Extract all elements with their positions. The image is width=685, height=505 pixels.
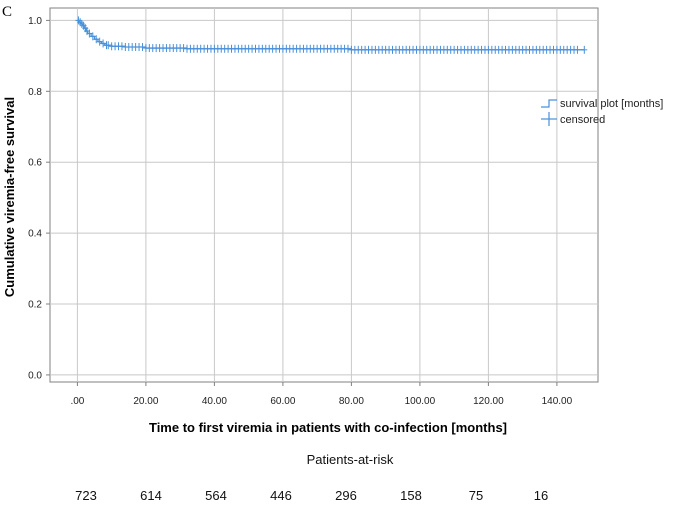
censor-mark <box>139 42 146 51</box>
censor-mark <box>180 44 187 53</box>
censor-mark <box>118 42 125 51</box>
censor-mark <box>86 29 93 38</box>
risk-value: 16 <box>534 488 548 503</box>
censor-mark <box>105 41 112 50</box>
x-tick-label: 40.00 <box>202 396 227 407</box>
censor-mark <box>100 39 107 48</box>
risk-value: 723 <box>75 488 97 503</box>
x-tick-label: 60.00 <box>270 396 295 407</box>
x-axis: .00 20.00 40.00 60.00 80.00 100.00 120.00 140.0… <box>70 382 573 407</box>
legend-label-censored: censored <box>560 114 605 126</box>
risk-table-title: Patients-at-risk <box>307 452 394 467</box>
censor-mark <box>574 45 581 54</box>
censor-mark <box>344 44 351 53</box>
y-tick-label: 0.2 <box>28 300 42 311</box>
risk-table-row: 723 614 564 446 296 158 75 16 <box>75 488 548 503</box>
y-tick-label: 0.6 <box>28 158 42 169</box>
censor-mark <box>93 35 100 44</box>
gridlines <box>50 8 598 382</box>
y-tick-label: 0.4 <box>28 229 42 240</box>
panel-label: C <box>2 4 12 20</box>
risk-value: 296 <box>335 488 357 503</box>
censor-mark <box>89 32 96 41</box>
y-axis-title: Cumulative viremia-free survival <box>2 97 17 297</box>
x-axis-title: Time to first viremia in patients with c… <box>149 420 507 435</box>
legend-censor-icon <box>541 112 557 126</box>
y-axis: 0.0 0.2 0.4 0.6 0.8 1.0 <box>28 16 50 381</box>
risk-value: 158 <box>400 488 422 503</box>
risk-value: 564 <box>205 488 227 503</box>
risk-value: 446 <box>270 488 292 503</box>
censor-marks <box>75 16 588 54</box>
y-tick-label: 0.0 <box>28 370 42 381</box>
risk-value: 75 <box>469 488 483 503</box>
y-tick-label: 0.8 <box>28 87 42 98</box>
x-tick-label: 20.00 <box>133 396 158 407</box>
risk-value: 614 <box>140 488 162 503</box>
legend-label-survival: survival plot [months] <box>560 98 663 110</box>
plot-area: 0.0 0.2 0.4 0.6 0.8 1.0 .00 20.00 40.00 60.00 80.… <box>28 7 599 407</box>
censor-mark <box>581 45 588 54</box>
x-tick-label: 120.00 <box>473 396 504 407</box>
legend-step-icon <box>541 99 557 108</box>
censor-mark <box>96 37 103 46</box>
x-tick-label: 80.00 <box>339 396 364 407</box>
plot-frame <box>49 7 599 383</box>
y-tick-label: 1.0 <box>28 16 42 27</box>
legend: survival plot [months] censored <box>541 98 663 126</box>
x-tick-label: .00 <box>70 396 84 407</box>
x-tick-label: 100.00 <box>405 396 436 407</box>
x-tick-label: 140.00 <box>542 396 573 407</box>
